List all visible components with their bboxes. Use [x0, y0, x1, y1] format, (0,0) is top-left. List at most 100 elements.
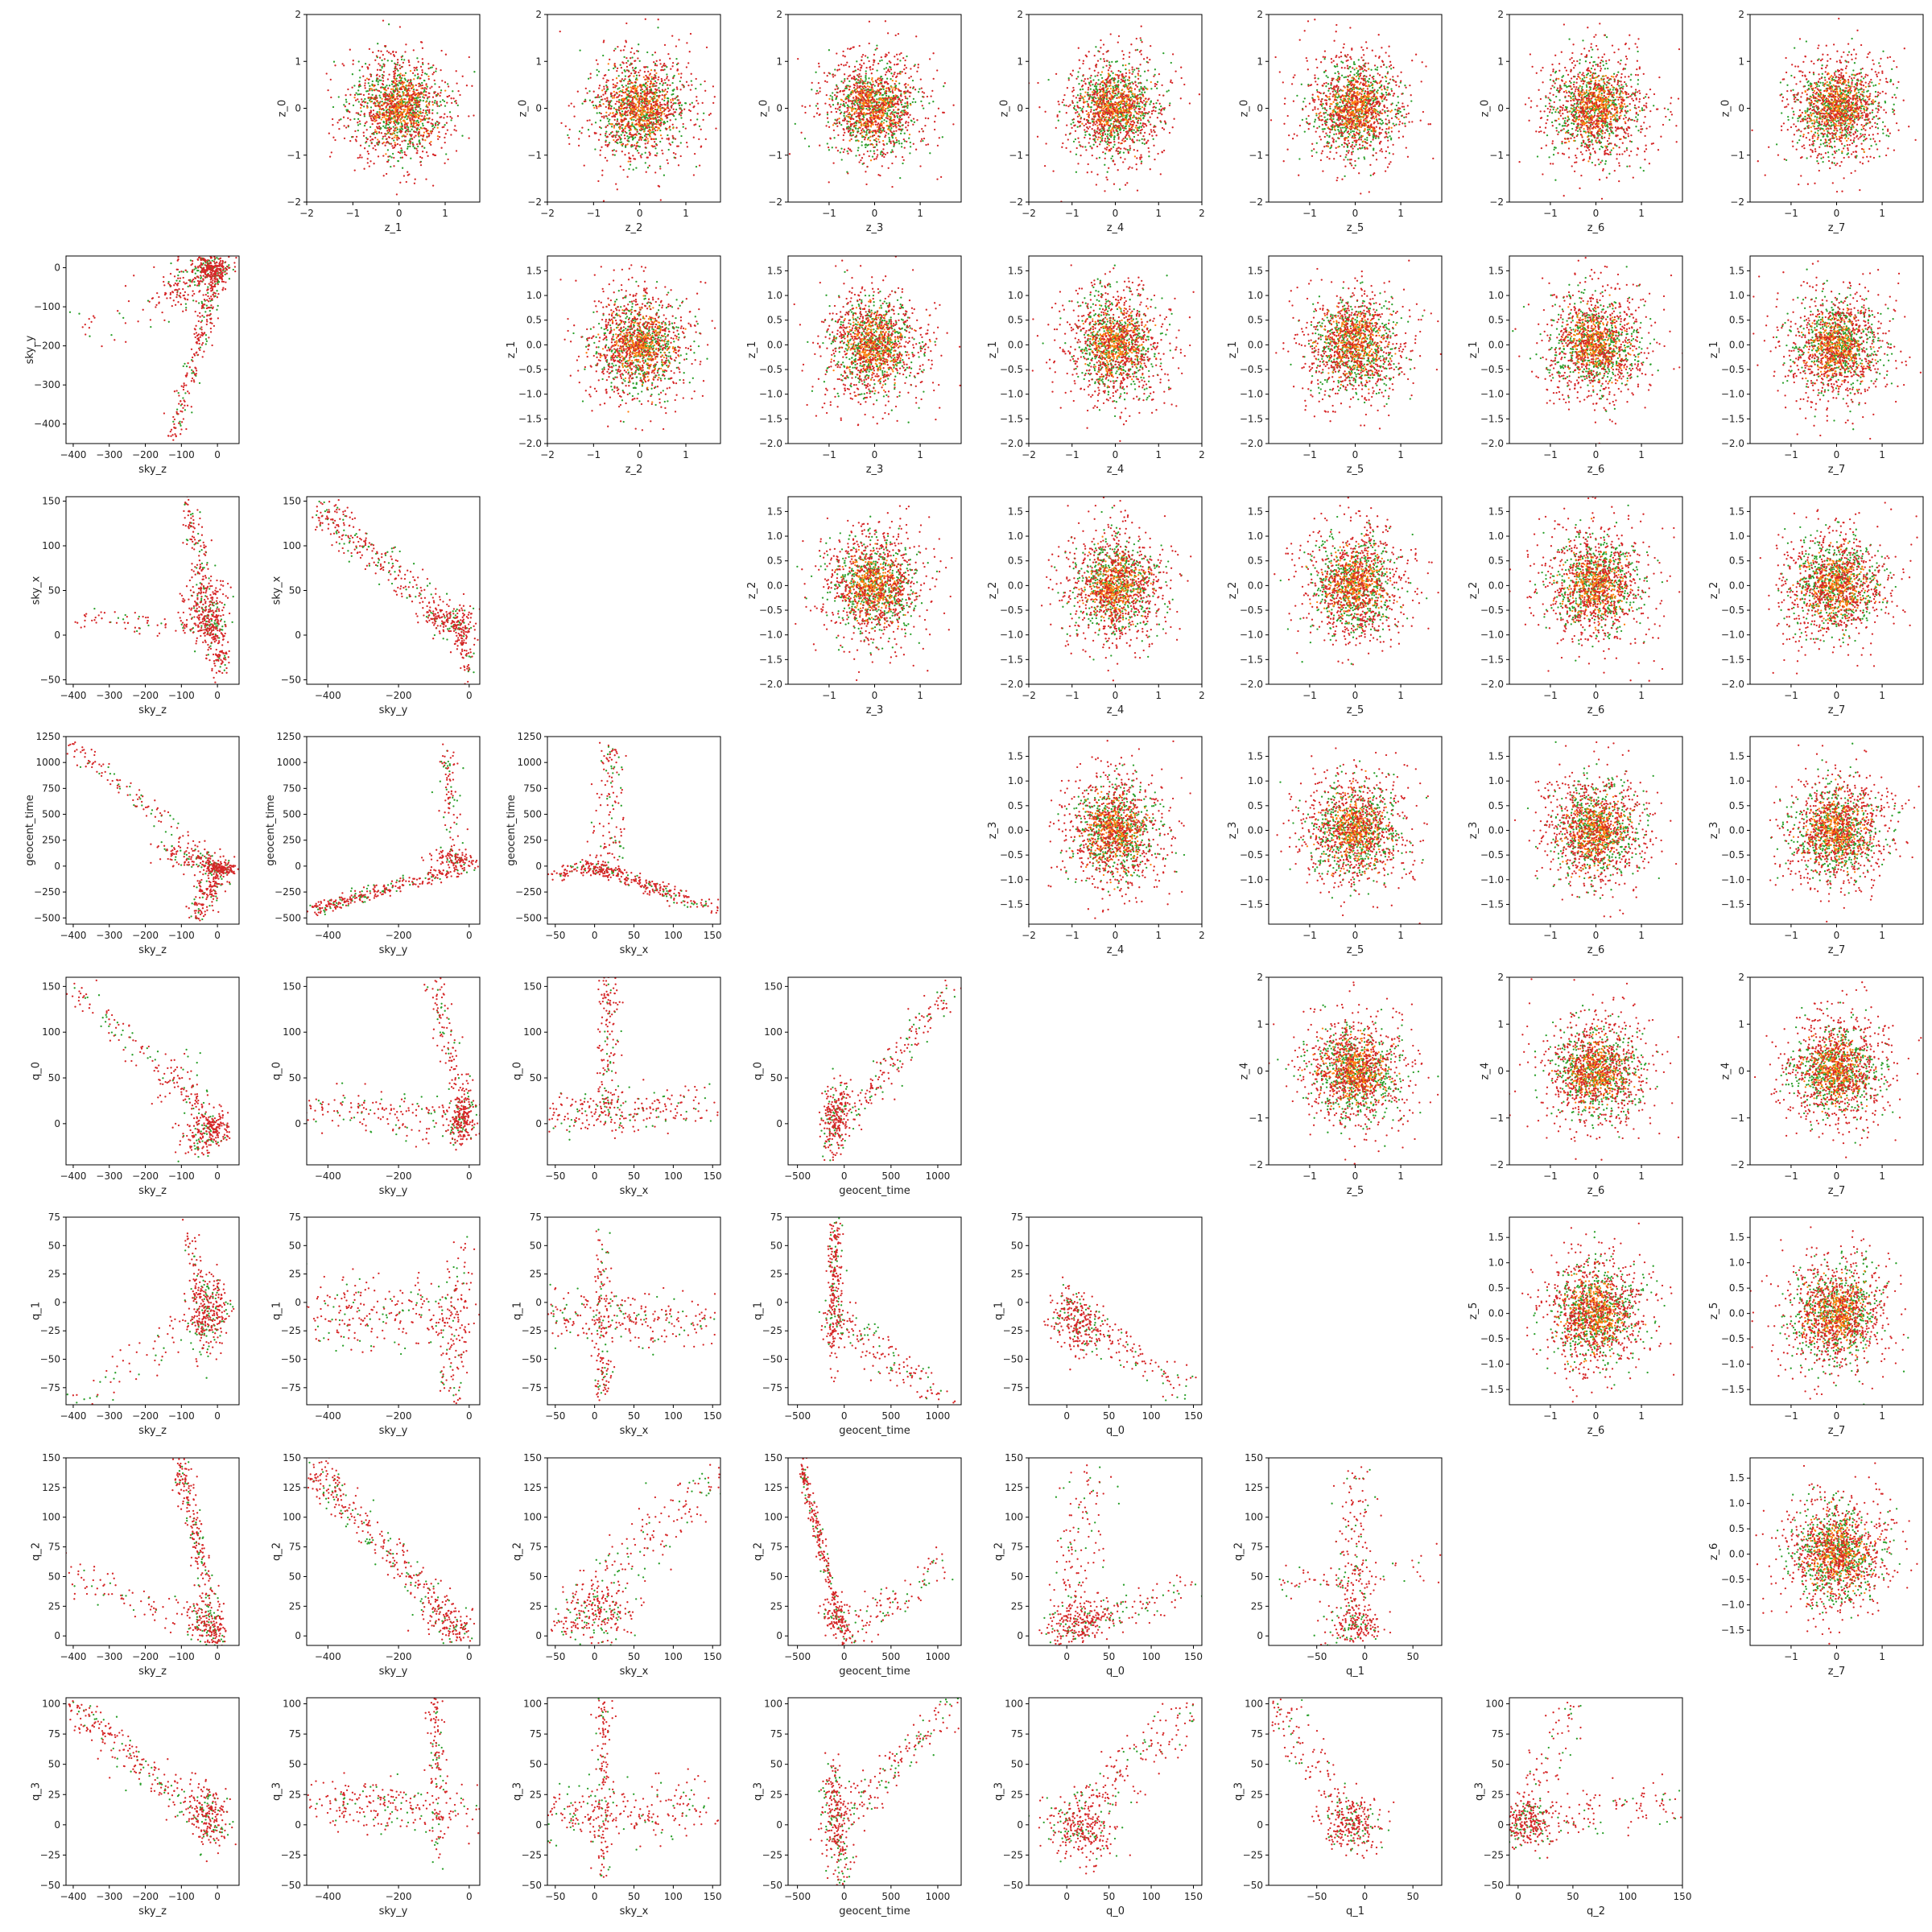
data-point: [649, 72, 651, 75]
data-point: [332, 60, 336, 63]
data-point: [455, 150, 458, 152]
data-point: [630, 157, 632, 160]
data-point: [368, 64, 371, 66]
data-point: [367, 78, 370, 80]
data-point: [369, 73, 372, 76]
data-point: [887, 133, 890, 135]
data-point: [861, 134, 864, 137]
data-point: [829, 138, 832, 140]
data-point: [370, 142, 373, 145]
data-point: [654, 63, 657, 65]
data-point: [639, 155, 642, 157]
data-point: [654, 74, 656, 76]
data-point: [857, 87, 859, 89]
data-point: [636, 50, 638, 52]
data-point: [1129, 138, 1132, 140]
data-point: [859, 63, 861, 66]
data-point: [415, 151, 418, 155]
data-point: [919, 140, 923, 142]
data-point: [661, 118, 663, 121]
data-point: [884, 101, 886, 103]
data-point: [836, 118, 839, 121]
data-point: [628, 76, 630, 78]
data-point: [658, 82, 661, 85]
data-point: [909, 114, 911, 116]
y-tick-label: 1: [776, 56, 782, 67]
data-point: [440, 49, 443, 52]
data-point: [658, 94, 661, 97]
data-point: [936, 144, 939, 147]
data-point: [407, 117, 409, 119]
data-point: [607, 120, 610, 122]
data-point: [843, 93, 845, 96]
data-point: [657, 27, 659, 29]
data-point: [355, 140, 357, 142]
data-point: [886, 71, 888, 73]
data-point: [873, 134, 876, 137]
data-point: [673, 114, 675, 118]
data-point: [663, 62, 666, 65]
data-point: [641, 88, 643, 91]
data-point: [374, 136, 377, 139]
data-point: [1107, 133, 1109, 135]
data-point: [415, 134, 417, 137]
data-point: [885, 107, 887, 110]
data-point: [680, 134, 683, 138]
data-point: [835, 147, 837, 149]
data-point: [431, 101, 434, 103]
data-point: [414, 106, 417, 109]
data-point: [631, 122, 634, 124]
data-point: [839, 112, 842, 115]
data-point: [877, 105, 881, 108]
data-point: [390, 111, 392, 114]
data-point: [676, 145, 679, 147]
data-point: [659, 107, 662, 110]
data-point: [618, 93, 621, 97]
data-point: [351, 73, 354, 76]
data-point: [685, 141, 688, 144]
data-point: [415, 97, 418, 99]
data-point: [853, 85, 856, 87]
data-point: [382, 95, 385, 97]
data-point: [401, 116, 403, 118]
data-point: [597, 138, 601, 141]
data-point: [886, 114, 889, 116]
data-point: [898, 142, 901, 145]
data-point: [856, 115, 858, 118]
data-point: [858, 154, 861, 156]
data-point: [848, 115, 851, 118]
data-point: [651, 107, 654, 109]
data-point: [409, 142, 411, 145]
data-point: [375, 130, 378, 133]
data-point: [832, 73, 834, 76]
data-point: [897, 63, 899, 65]
data-point: [645, 104, 647, 106]
data-point: [444, 89, 447, 92]
data-point: [398, 26, 402, 28]
data-point: [402, 134, 404, 137]
data-point: [628, 167, 630, 171]
data-point: [826, 117, 829, 119]
data-point: [427, 96, 429, 99]
data-point: [635, 89, 638, 93]
data-point: [672, 93, 675, 96]
data-point: [357, 157, 359, 159]
x-axis-label: z_2: [625, 222, 643, 234]
data-point: [638, 138, 640, 142]
data-point: [857, 99, 860, 101]
data-point: [436, 102, 438, 105]
data-point: [875, 140, 878, 143]
data-point: [436, 135, 440, 138]
data-point: [388, 106, 391, 109]
data-point: [876, 69, 878, 72]
data-point: [390, 88, 393, 90]
data-point: [375, 116, 378, 119]
data-point: [435, 70, 437, 72]
data-point: [611, 123, 613, 126]
data-point: [630, 72, 633, 75]
data-point: [376, 100, 378, 102]
data-point: [345, 126, 348, 129]
data-point: [594, 122, 597, 124]
data-point: [844, 80, 846, 82]
